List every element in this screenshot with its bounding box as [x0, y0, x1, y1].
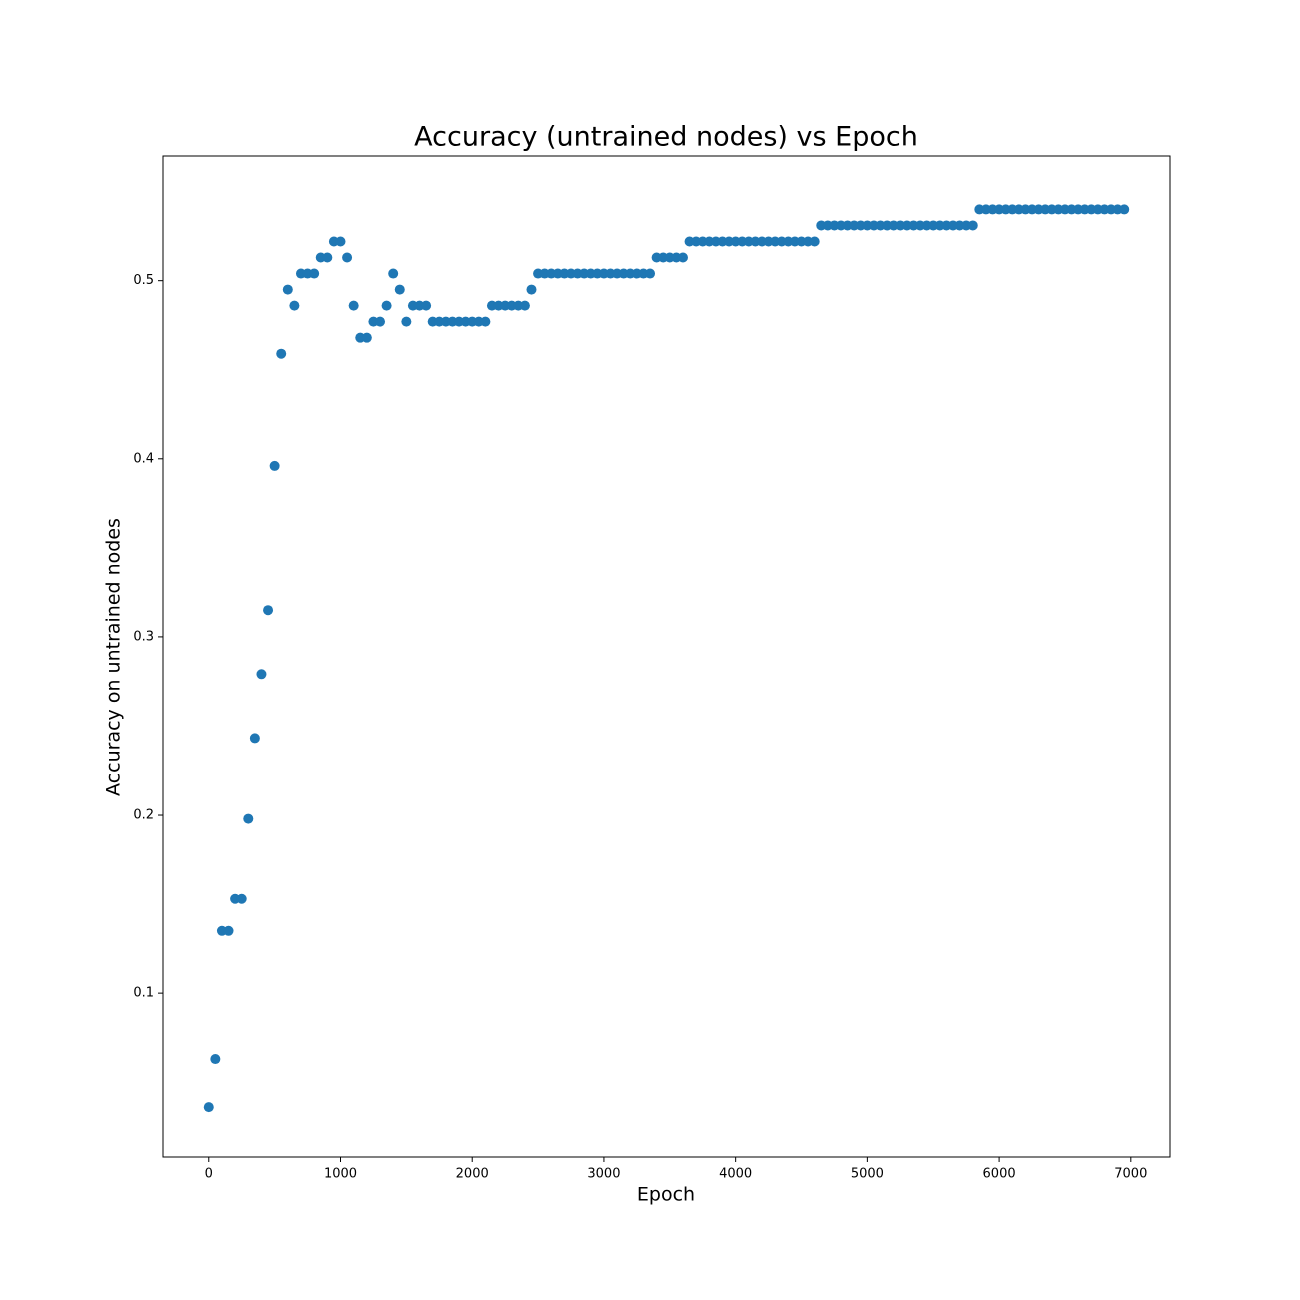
point — [421, 300, 432, 311]
point — [236, 893, 247, 904]
x-tick-label: 2000 — [456, 1167, 489, 1182]
point — [243, 813, 254, 824]
y-tick-label: 0.3 — [133, 629, 154, 644]
point — [375, 316, 386, 327]
point — [361, 332, 372, 343]
x-tick-label: 5000 — [851, 1167, 884, 1182]
point — [309, 268, 320, 279]
point — [809, 236, 820, 247]
x-tick-label: 1000 — [324, 1167, 357, 1182]
x-tick-label: 6000 — [983, 1167, 1016, 1182]
point — [519, 300, 530, 311]
x-tick-label: 0 — [205, 1167, 213, 1182]
point — [263, 605, 274, 616]
point — [1119, 204, 1130, 215]
point — [210, 1054, 221, 1065]
point — [289, 300, 300, 311]
point — [388, 268, 399, 279]
point — [269, 460, 280, 471]
y-tick-label: 0.5 — [133, 273, 154, 288]
point — [256, 669, 267, 680]
x-axis-label: Epoch — [637, 1184, 695, 1206]
point — [249, 733, 260, 744]
x-tick-label: 4000 — [719, 1167, 752, 1182]
point — [480, 316, 491, 327]
y-tick-label: 0.4 — [133, 451, 154, 466]
point — [394, 284, 405, 295]
point — [203, 1102, 214, 1113]
point — [282, 284, 293, 295]
point — [677, 252, 688, 263]
y-tick-label: 0.2 — [133, 808, 154, 823]
chart-title: Accuracy (untrained nodes) vs Epoch — [414, 122, 918, 153]
point — [322, 252, 333, 263]
point — [967, 220, 978, 231]
point — [276, 348, 287, 359]
y-tick-label: 0.1 — [133, 986, 154, 1001]
point — [401, 316, 412, 327]
point — [645, 268, 656, 279]
x-tick-label: 3000 — [587, 1167, 620, 1182]
point — [342, 252, 353, 263]
point — [348, 300, 359, 311]
point — [223, 925, 234, 936]
point — [381, 300, 392, 311]
point — [335, 236, 346, 247]
plot-frame — [162, 155, 1171, 1158]
point — [526, 284, 537, 295]
x-tick-label: 7000 — [1114, 1167, 1147, 1182]
y-axis-label: Accuracy on untrained nodes — [103, 518, 125, 796]
